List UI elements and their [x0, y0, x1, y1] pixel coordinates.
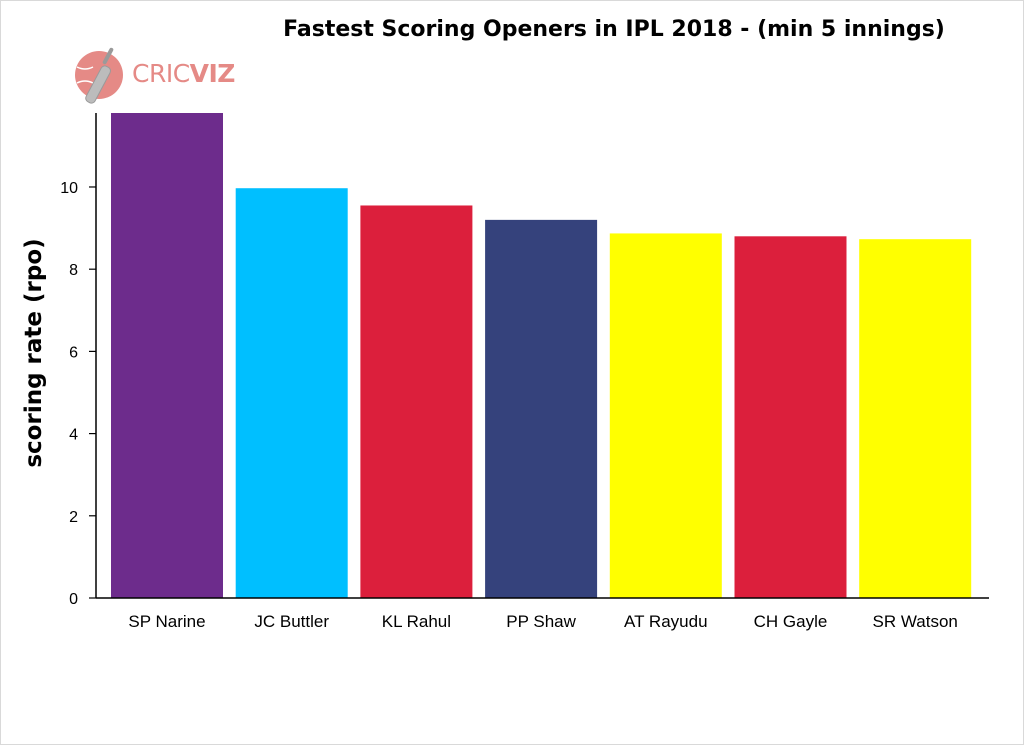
logo-wordmark: CRICVIZ [132, 59, 235, 88]
x-tick-label-1: SP Narine [128, 612, 205, 631]
bar-3 [360, 205, 473, 598]
bar-2 [235, 188, 348, 598]
x-tick-label-3: KL Rahul [382, 612, 451, 631]
x-tick-label-5: AT Rayudu [624, 612, 707, 631]
x-tick-label-6: CH Gayle [754, 612, 828, 631]
bar-6 [734, 236, 847, 598]
bar-5 [609, 233, 722, 598]
bar-7 [859, 239, 972, 599]
y-tick-label-2: 2 [69, 509, 78, 526]
bars [111, 113, 972, 599]
x-tick-label-4: PP Shaw [506, 612, 576, 631]
logo-text-bold: VIZ [189, 59, 236, 88]
cricviz-logo: CRICVIZ [73, 45, 235, 107]
axes: SP Narine JC Buttler KL Rahul PP Shaw AT Ray… [60, 113, 989, 631]
y-tick-label-6: 6 [69, 344, 78, 361]
cricket-bat-ball-icon [75, 47, 123, 104]
x-tick-label-7: SR Watson [873, 612, 958, 631]
y-tick-label-4: 4 [69, 427, 78, 444]
y-tick-label-0: 0 [69, 591, 78, 608]
bar-1 [111, 113, 223, 598]
y-tick-label-8: 8 [69, 262, 78, 279]
chart-title: Fastest Scoring Openers in IPL 2018 - (m… [283, 17, 945, 42]
bar-4 [485, 219, 598, 598]
x-tick-label-2: JC Buttler [254, 612, 329, 631]
logo-text-light: CRIC [132, 59, 190, 88]
y-tick-label-10: 10 [60, 180, 78, 197]
